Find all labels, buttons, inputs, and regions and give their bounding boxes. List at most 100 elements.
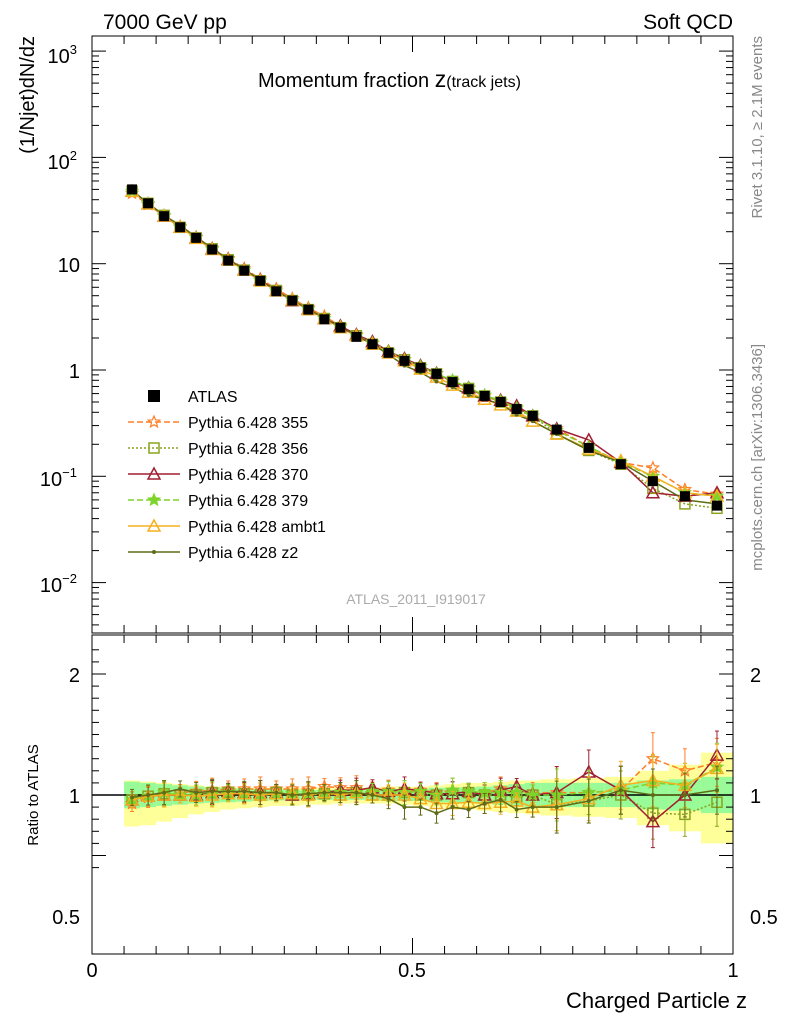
main-panel: 103 102 10 1 10−1 10−2 (1/Njet)dN/dz Mom… xyxy=(17,35,734,634)
main-y-tick-labels: 103 102 10 1 10−1 10−2 xyxy=(40,42,80,597)
data-point xyxy=(711,500,722,511)
marker xyxy=(386,796,391,801)
ratio-series-line xyxy=(131,791,718,816)
legend-label: Pythia 6.428 370 xyxy=(188,467,308,484)
marker xyxy=(172,787,188,801)
marker xyxy=(645,485,661,499)
data-point xyxy=(367,339,378,350)
data-point xyxy=(399,355,410,366)
marker xyxy=(650,793,655,797)
marker xyxy=(242,789,247,794)
legend-label: Pythia 6.428 z2 xyxy=(188,545,298,562)
marker xyxy=(226,789,231,794)
data-point xyxy=(615,459,626,470)
marker xyxy=(130,795,135,800)
xtick-1: 1 xyxy=(727,960,738,982)
data-point xyxy=(159,211,170,222)
analysis-id: ATLAS_2011_I919017 xyxy=(346,591,486,607)
panel-title-sub: (track jets) xyxy=(446,74,521,91)
ratio-y-tick-labels: 2 1 0.5 2 1 0.5 xyxy=(52,665,778,929)
marker xyxy=(450,805,455,810)
ytick-base-1em2: 10 xyxy=(40,575,62,597)
marker xyxy=(645,814,661,828)
marker xyxy=(146,518,162,532)
marker xyxy=(714,788,719,793)
marker xyxy=(482,801,487,806)
x-axis-title: Charged Particle z xyxy=(566,988,747,1013)
data-point xyxy=(303,304,314,315)
data-point xyxy=(271,286,282,297)
data-point xyxy=(223,255,234,266)
data-point xyxy=(207,244,218,255)
ratio-ytick-1-right: 1 xyxy=(750,786,761,808)
marker xyxy=(146,492,162,507)
data-point xyxy=(511,403,522,414)
marker xyxy=(210,789,215,794)
marker xyxy=(152,550,156,554)
ratio-bands xyxy=(92,752,733,844)
data-point xyxy=(583,442,594,453)
data-point xyxy=(463,384,474,395)
legend-label: Pythia 6.428 ambt1 xyxy=(188,519,326,536)
marker xyxy=(586,799,591,804)
marker xyxy=(162,790,167,795)
marker xyxy=(402,805,407,810)
marker xyxy=(514,807,519,812)
marker xyxy=(148,442,160,454)
marker xyxy=(146,466,162,480)
ratio-panel: 2 1 0.5 2 1 0.5 Ratio to ATLAS xyxy=(25,634,778,955)
ratio-y-ticks xyxy=(92,649,733,869)
marker xyxy=(554,805,559,810)
marker xyxy=(434,811,439,816)
marker xyxy=(498,797,503,802)
data-point xyxy=(679,491,690,502)
marker xyxy=(354,790,359,795)
legend-label: Pythia 6.428 379 xyxy=(188,493,308,510)
panel-title-z: z xyxy=(435,66,447,92)
ratio-y-axis-title: Ratio to ATLAS xyxy=(25,744,42,845)
ratio-ytick-1-left: 1 xyxy=(69,786,80,808)
mcplots-label: mcplots.cern.ch [arXiv:1306.3436] xyxy=(749,344,766,571)
data-point xyxy=(287,295,298,306)
category-label: Soft QCD xyxy=(643,11,733,34)
marker xyxy=(682,793,687,797)
main-series-layer xyxy=(124,183,725,515)
data-point xyxy=(148,390,160,402)
data-point xyxy=(479,390,490,401)
data-point xyxy=(351,331,362,342)
marker xyxy=(322,790,327,795)
rivet-label: Rivet 3.1.10, ≥ 2.1M events xyxy=(749,36,766,219)
ytick-exp-1e2: 2 xyxy=(70,148,77,163)
data-point xyxy=(527,410,538,421)
marker xyxy=(146,414,162,429)
ytick-exp-1em2: −2 xyxy=(62,571,77,586)
ytick-base-1e3: 10 xyxy=(48,46,70,68)
ytick-label-1em1: 10−1 xyxy=(40,465,77,491)
data-point xyxy=(335,322,346,333)
marker xyxy=(709,488,725,503)
marker xyxy=(434,379,439,384)
series-line xyxy=(131,190,718,510)
data-point xyxy=(175,222,186,233)
marker xyxy=(274,790,279,795)
main-y-axis-title: (1/Njet)dN/dz xyxy=(17,36,39,154)
data-point xyxy=(255,275,266,286)
panel-title: Momentum fraction z(track jets) xyxy=(258,66,521,92)
data-point xyxy=(647,476,658,487)
main-frame xyxy=(91,35,734,634)
ratio-ytick-05-left: 0.5 xyxy=(52,907,80,929)
energy-label: 7000 GeV pp xyxy=(103,11,227,34)
data-point xyxy=(447,377,458,388)
marker xyxy=(178,786,183,791)
data-point xyxy=(191,232,202,243)
marker xyxy=(466,807,471,812)
ytick-exp-1e3: 3 xyxy=(70,42,77,57)
marker xyxy=(258,790,263,795)
data-point xyxy=(383,347,394,358)
data-point xyxy=(127,184,138,195)
ytick-label-1e2: 102 xyxy=(48,148,77,174)
marker xyxy=(418,805,423,810)
marker xyxy=(146,793,151,797)
legend-label: ATLAS xyxy=(188,389,238,406)
